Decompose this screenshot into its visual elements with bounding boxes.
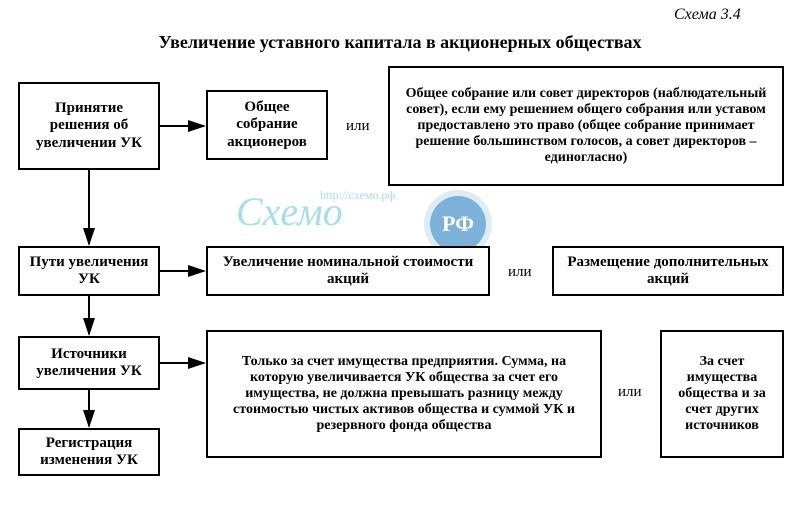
- node-nominal-value: Увеличение номинальной стоимости акций: [206, 246, 490, 296]
- node-additional-shares: Размещение дополнительных акций: [552, 246, 784, 296]
- connector-or-1: или: [344, 118, 372, 135]
- node-general-meeting: Общее собрание акционеров: [206, 90, 328, 160]
- node-registration: Регистрация изменения УК: [18, 428, 160, 476]
- node-board-of-directors: Общее собрание или совет директоров (наб…: [388, 66, 784, 186]
- connector-or-2: или: [506, 264, 534, 281]
- scheme-number-label: Схема 3.4: [674, 6, 741, 24]
- watermark-url: http://схемо.рф: [320, 188, 395, 203]
- connector-or-3: или: [616, 384, 644, 401]
- diagram-title: Увеличение уставного капитала в акционер…: [0, 32, 800, 53]
- watermark-badge: РФ: [430, 196, 486, 252]
- node-property-only: Только за счет имущества предприятия. Су…: [206, 330, 602, 458]
- node-decision: Принятие решения об увеличении УК: [18, 82, 160, 170]
- node-ways-increase: Пути увеличения УК: [18, 246, 160, 296]
- diagram-page: Схема 3.4 Увеличение уставного капитала …: [0, 0, 800, 506]
- node-property-and-other: За счет имущества общества и за счет дру…: [660, 330, 784, 458]
- node-sources: Источники увеличения УК: [18, 336, 160, 390]
